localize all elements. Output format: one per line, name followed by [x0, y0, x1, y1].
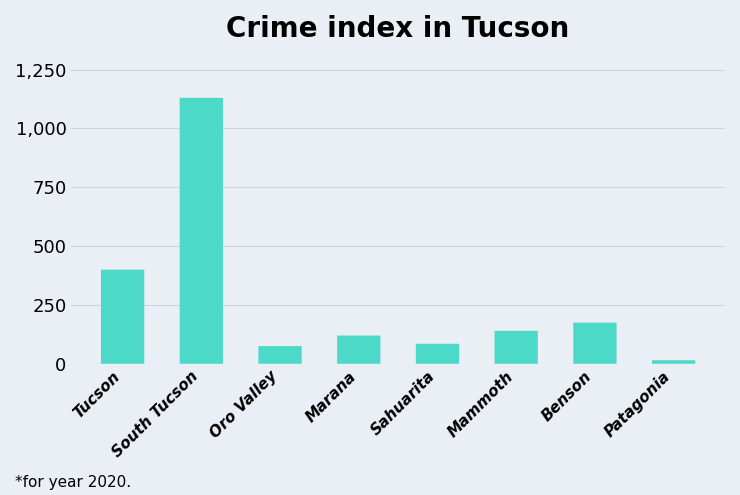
FancyBboxPatch shape — [574, 323, 616, 364]
FancyBboxPatch shape — [258, 346, 302, 364]
Bar — [180, 98, 223, 364]
Bar — [258, 346, 302, 364]
FancyBboxPatch shape — [416, 344, 459, 364]
Bar — [416, 344, 459, 364]
FancyBboxPatch shape — [652, 360, 696, 364]
Bar — [101, 270, 144, 364]
Title: Crime index in Tucson: Crime index in Tucson — [226, 15, 570, 43]
Text: *for year 2020.: *for year 2020. — [15, 475, 131, 490]
Bar — [574, 323, 616, 364]
Bar — [652, 360, 696, 364]
FancyBboxPatch shape — [180, 98, 223, 364]
Bar — [494, 331, 538, 364]
FancyBboxPatch shape — [337, 336, 380, 364]
Bar — [337, 336, 380, 364]
FancyBboxPatch shape — [101, 270, 144, 364]
FancyBboxPatch shape — [494, 331, 538, 364]
